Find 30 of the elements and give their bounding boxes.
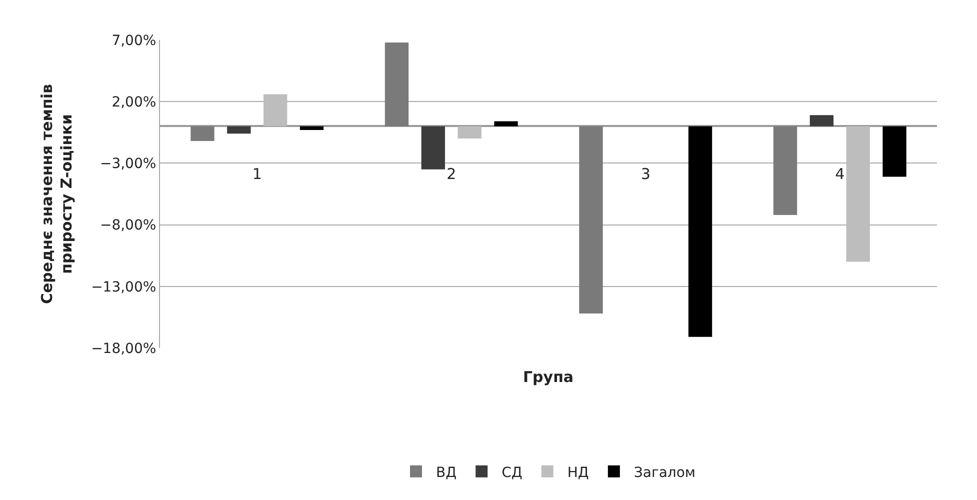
legend-label: Загалом <box>634 464 696 481</box>
bar <box>458 126 482 139</box>
x-tick-label: 4 <box>835 165 845 184</box>
y-tick-label: −13,00% <box>91 279 156 296</box>
x-tick-label: 2 <box>446 165 456 184</box>
legend-label: НД <box>567 464 589 481</box>
bar <box>846 126 870 262</box>
y-tick-label: −8,00% <box>100 218 156 234</box>
bar <box>494 121 518 126</box>
bar <box>773 126 798 215</box>
y-axis-title: Середнє значення темпів приросту Z-оцінки <box>38 84 76 304</box>
bar <box>421 126 445 170</box>
y-tick-label: −3,00% <box>100 156 156 172</box>
x-tick-label: 3 <box>640 165 650 184</box>
bar <box>264 94 288 126</box>
bar <box>810 115 834 126</box>
y-tick-label: −18,00% <box>91 340 156 357</box>
bar <box>300 126 324 130</box>
legend-label: СД <box>502 464 522 481</box>
bar <box>384 42 409 126</box>
bar <box>190 126 214 142</box>
legend-label: ВД <box>436 464 457 481</box>
y-tick-label: 7,00% <box>112 32 156 49</box>
bar <box>882 126 906 177</box>
x-tick-label: 1 <box>252 165 262 184</box>
bar <box>688 126 712 337</box>
bar <box>227 126 251 134</box>
y-tick-label: 2,00% <box>112 94 156 110</box>
x-axis-title: Група <box>523 368 574 386</box>
bar <box>579 126 603 314</box>
